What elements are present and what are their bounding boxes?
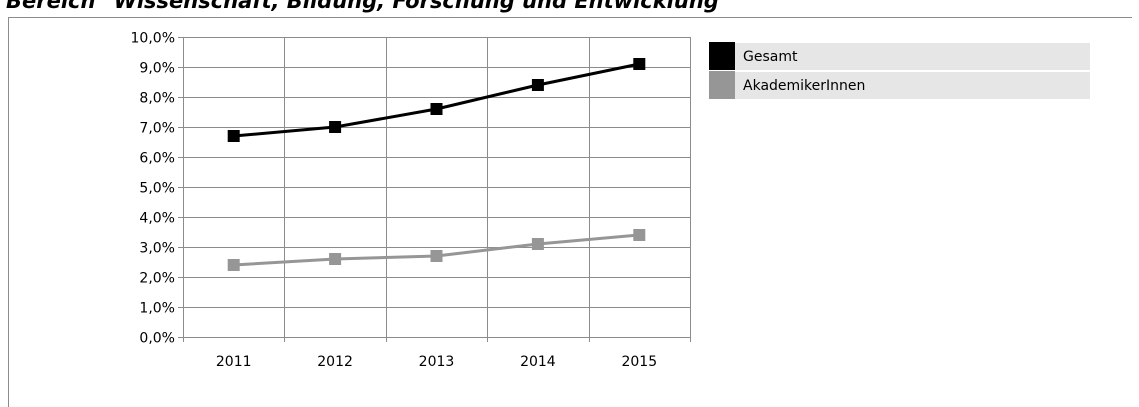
legend-row-background <box>733 43 1090 70</box>
series-1 <box>227 58 646 142</box>
y-tick-label: 0,0% <box>139 331 175 347</box>
legend-row-background <box>733 72 1090 99</box>
y-tick-label: 6,0% <box>139 151 175 167</box>
chart-title: Bereich "Wissenschaft, Bildung, Forschun… <box>6 0 730 13</box>
x-tick-label: 2013 <box>419 354 455 370</box>
y-tick-label: 7,0% <box>139 121 175 137</box>
y-tick-label: 2,0% <box>139 271 175 287</box>
x-tick-label: 2011 <box>216 354 252 370</box>
x-tick-label: 2014 <box>520 354 556 370</box>
chart-frame <box>8 17 1132 407</box>
y-tick-label: 5,0% <box>139 181 175 197</box>
data-point <box>633 58 646 70</box>
y-tick-label: 3,0% <box>139 241 175 257</box>
data-point <box>329 121 342 133</box>
legend-swatch <box>709 42 735 70</box>
series-group <box>227 58 646 271</box>
data-point <box>430 103 443 115</box>
y-tick-labels: 0,0% 1,0% 2,0% 3,0% 4,0% 5,0% 6,0% 7,0% 8,0% 9,0%… <box>131 31 175 347</box>
series-line <box>233 62 640 138</box>
gridlines <box>183 37 691 337</box>
data-point <box>633 229 646 241</box>
y-tick-label: 4,0% <box>139 211 175 227</box>
series-2 <box>227 229 646 271</box>
legend-label: Gesamt <box>743 49 798 65</box>
data-point <box>531 79 544 91</box>
data-point <box>329 253 342 265</box>
data-point <box>227 130 240 142</box>
x-tick-label: 2015 <box>621 354 657 370</box>
axes <box>178 37 691 342</box>
x-tick-label: 2012 <box>317 354 353 370</box>
x-tick-labels: 2011 2012 2013 2014 2015 <box>216 354 657 370</box>
legend-item: AkademikerInnen <box>709 71 1090 99</box>
y-tick-label: 1,0% <box>139 301 175 317</box>
legend-item: Gesamt <box>709 42 1090 70</box>
data-point <box>430 250 443 262</box>
legend-label: AkademikerInnen <box>743 78 865 94</box>
y-tick-label: 8,0% <box>139 91 175 107</box>
y-tick-label: 10,0% <box>131 31 175 47</box>
data-point <box>227 259 240 271</box>
legend: Gesamt AkademikerInnen <box>709 42 1090 99</box>
legend-swatch <box>709 71 735 99</box>
y-tick-label: 9,0% <box>139 61 175 77</box>
data-point <box>531 238 544 250</box>
